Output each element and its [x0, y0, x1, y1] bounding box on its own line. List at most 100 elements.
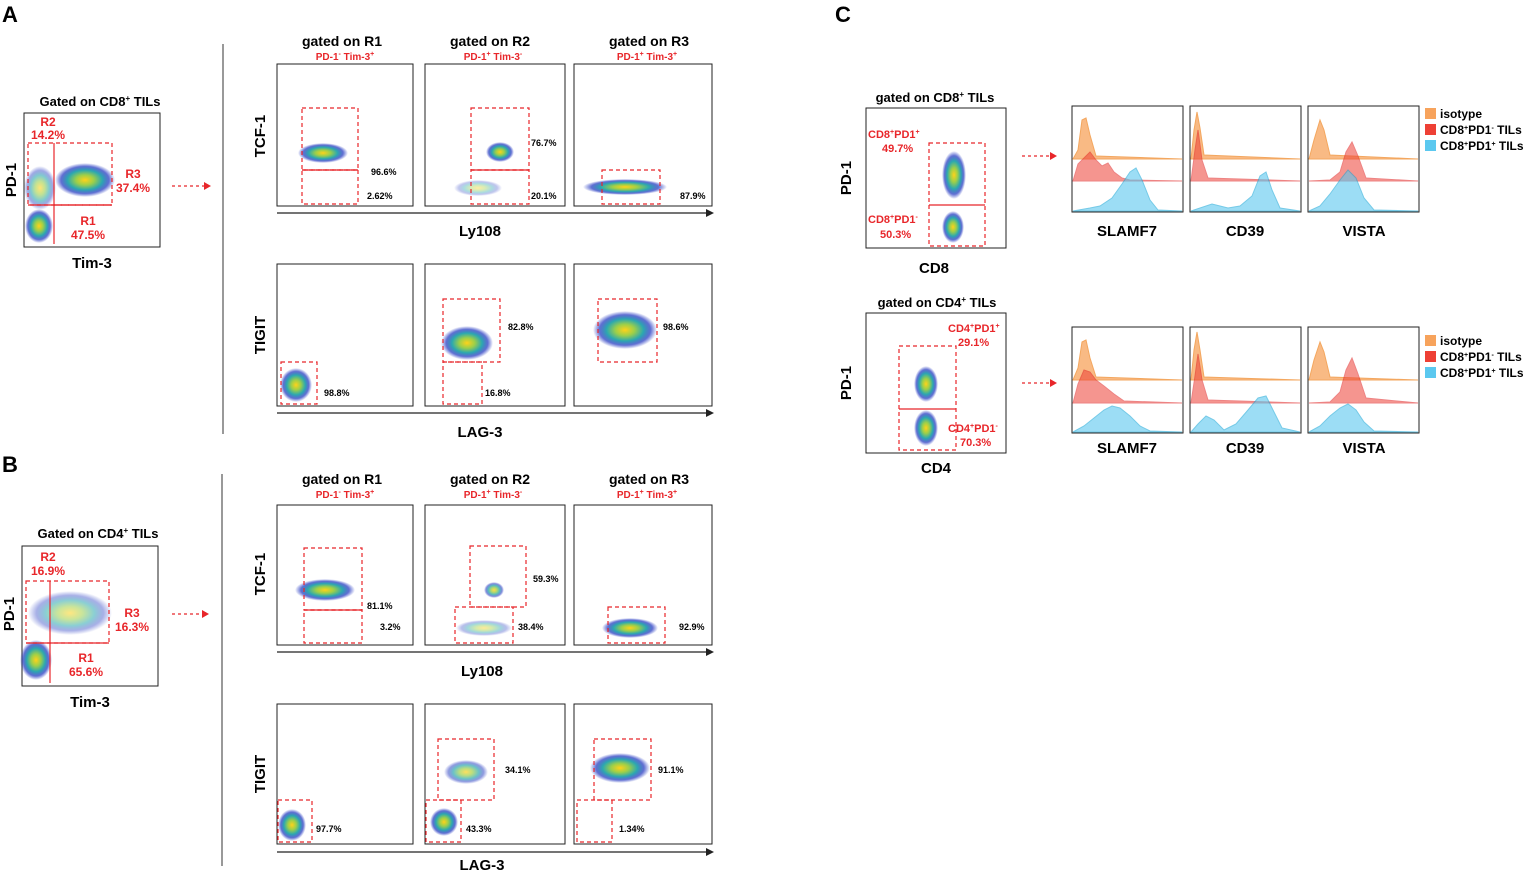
gating-arrow	[172, 182, 211, 190]
panel-b: B Gated on CD4+ TILs R2 16.9% R3 16.3% R…	[1, 452, 714, 872]
legend-swatch-pd1-pos	[1425, 367, 1436, 378]
panel-a-row-tigit: TIGIT 98.8% 82.8% 16.8% 98.6% LAG-3	[252, 263, 714, 441]
cell-density	[280, 368, 312, 402]
gate-label-upper: CD8+PD1+	[868, 129, 920, 141]
legend-swatch-pd1-pos	[1425, 140, 1436, 151]
x-axis-label: LAG-3	[458, 424, 503, 441]
gate-headers: gated on R1 PD-1- Tim-3+ gated on R2 PD-…	[302, 33, 689, 63]
gate-percentage: 87.9%	[680, 191, 706, 201]
panel-c-letter: C	[835, 2, 851, 27]
gate-percentage: 98.6%	[663, 322, 689, 332]
pd1-neg-histogram	[1308, 356, 1419, 404]
y-axis-label: PD-1	[838, 161, 855, 195]
gate-percentage: 91.1%	[658, 765, 684, 775]
x-axis-label: LAG-3	[460, 857, 505, 872]
header-phenotype: PD-1+ Tim-3-	[464, 51, 523, 63]
gate-percentage: 2.62%	[367, 191, 393, 201]
gating-arrow	[172, 610, 209, 618]
panel-b-letter: B	[2, 452, 18, 477]
cell-density	[914, 366, 938, 402]
y-axis-label: TCF-1	[252, 553, 269, 596]
cell-density	[590, 753, 650, 783]
gate-percentage: 20.1%	[531, 191, 557, 201]
pd1-neg-histogram	[1190, 353, 1301, 404]
gate-r2-value: 14.2%	[31, 128, 65, 142]
legend-entry: CD8+PD1- TILs	[1440, 123, 1522, 137]
legend-swatch-isotype	[1425, 335, 1436, 346]
gate-headers: gated on R1 PD-1- Tim-3+ gated on R2 PD-…	[302, 471, 689, 501]
histogram-marker-label: VISTA	[1342, 223, 1385, 240]
gate-label-lower: CD4+PD1-	[948, 423, 999, 435]
isotype-histogram	[1190, 331, 1301, 381]
panel-a-overview-plot: Gated on CD8+ TILs R2 14.2% R3 37.4% R1 …	[3, 94, 161, 272]
pd1-neg-histogram	[1308, 140, 1419, 182]
gate-value-lower: 70.3%	[960, 437, 991, 449]
cell-density	[583, 179, 667, 195]
isotype-histogram	[1190, 111, 1301, 160]
gate-r1-value: 65.6%	[69, 665, 103, 679]
gate-percentage: 3.2%	[380, 622, 401, 632]
histogram-marker-label: CD39	[1226, 223, 1264, 240]
gate-r2-name: R2	[40, 550, 56, 564]
gate-percentage: 43.3%	[466, 824, 492, 834]
legend-entry: isotype	[1440, 107, 1482, 121]
header-phenotype: PD-1+ Tim-3+	[617, 51, 677, 63]
cd8-dot-plot: gated on CD8+ TILs CD8+PD1+ 49.7% CD8+PD…	[838, 90, 1007, 277]
gate-value-upper: 29.1%	[958, 337, 989, 349]
legend-entry: CD8+PD1- TILs	[1440, 350, 1522, 364]
y-axis-label: PD-1	[3, 163, 20, 197]
pd1-pos-histogram	[1072, 167, 1183, 212]
cell-density	[441, 326, 493, 360]
cd4-dot-plot: gated on CD4+ TILs CD4+PD1+ 29.1% CD4+PD…	[838, 295, 1007, 477]
pd1-pos-histogram	[1072, 405, 1183, 433]
gate-r3-name: R3	[125, 167, 141, 181]
gate-percentage: 81.1%	[367, 601, 393, 611]
legend-swatch-pd1-neg	[1425, 351, 1436, 362]
gate-percentage: 97.7%	[316, 824, 342, 834]
x-axis-label: CD4	[921, 460, 952, 477]
panel-b-row-tigit: TIGIT 97.7% 34.1% 43.3% 91.1% 1.34% LAG-…	[252, 703, 714, 872]
y-axis-label: PD-1	[838, 366, 855, 400]
legend-entry: CD8+PD1+ TILs	[1440, 366, 1524, 380]
header-phenotype: PD-1+ Tim-3+	[617, 489, 677, 501]
x-axis-label: Tim-3	[70, 694, 110, 711]
header-title: gated on R2	[450, 471, 530, 487]
panel-a: A Gated on CD8+ TILs R2 14.2% R3 37.4% R…	[2, 2, 714, 441]
gate-percentage: 38.4%	[518, 622, 544, 632]
panel-a-row-tcf1: TCF-1 96.6% 2.62% 76.7% 20.1% 87.9% Ly10…	[252, 63, 714, 240]
histograms-bottom: SLAMF7 CD39 VISTA	[1071, 326, 1420, 457]
gate-percentage: 96.6%	[371, 167, 397, 177]
gate-r3-name: R3	[124, 606, 140, 620]
x-axis-label: CD8	[919, 260, 949, 277]
gate-r2-name: R2	[40, 115, 56, 129]
cell-density	[444, 760, 488, 784]
pd1-pos-histogram	[1308, 169, 1419, 212]
panel-b-overview-plot: Gated on CD4+ TILs R2 16.9% R3 16.3% R1 …	[1, 526, 159, 711]
header-phenotype: PD-1+ Tim-3-	[464, 489, 523, 501]
header-title: gated on R3	[609, 471, 689, 487]
x-axis-label: Tim-3	[72, 255, 112, 272]
x-axis-label: Ly108	[459, 223, 501, 240]
gate-percentage: 92.9%	[679, 622, 705, 632]
gate-r2-value: 16.9%	[31, 564, 65, 578]
cell-density	[298, 143, 348, 163]
gate-percentage: 59.3%	[533, 574, 559, 584]
histogram-marker-label: SLAMF7	[1097, 440, 1157, 457]
header-title: gated on R1	[302, 33, 382, 49]
overview-density	[24, 163, 115, 243]
gate-label-lower: CD8+PD1-	[868, 214, 919, 226]
x-axis-label: Ly108	[461, 663, 503, 680]
isotype-histogram	[1072, 117, 1183, 160]
overview-density	[20, 591, 112, 680]
y-axis-label: TIGIT	[252, 755, 269, 793]
gate-percentage: 98.8%	[324, 388, 350, 398]
cell-density	[278, 809, 306, 841]
panel-a-letter: A	[2, 2, 18, 27]
gate-r1-name: R1	[80, 214, 96, 228]
gate-value-lower: 50.3%	[880, 229, 911, 241]
cell-density	[295, 579, 355, 601]
gating-arrow	[1022, 379, 1057, 387]
header-phenotype: PD-1- Tim-3+	[316, 51, 375, 63]
legend-top: isotype CD8+PD1- TILs CD8+PD1+ TILs	[1425, 107, 1524, 153]
